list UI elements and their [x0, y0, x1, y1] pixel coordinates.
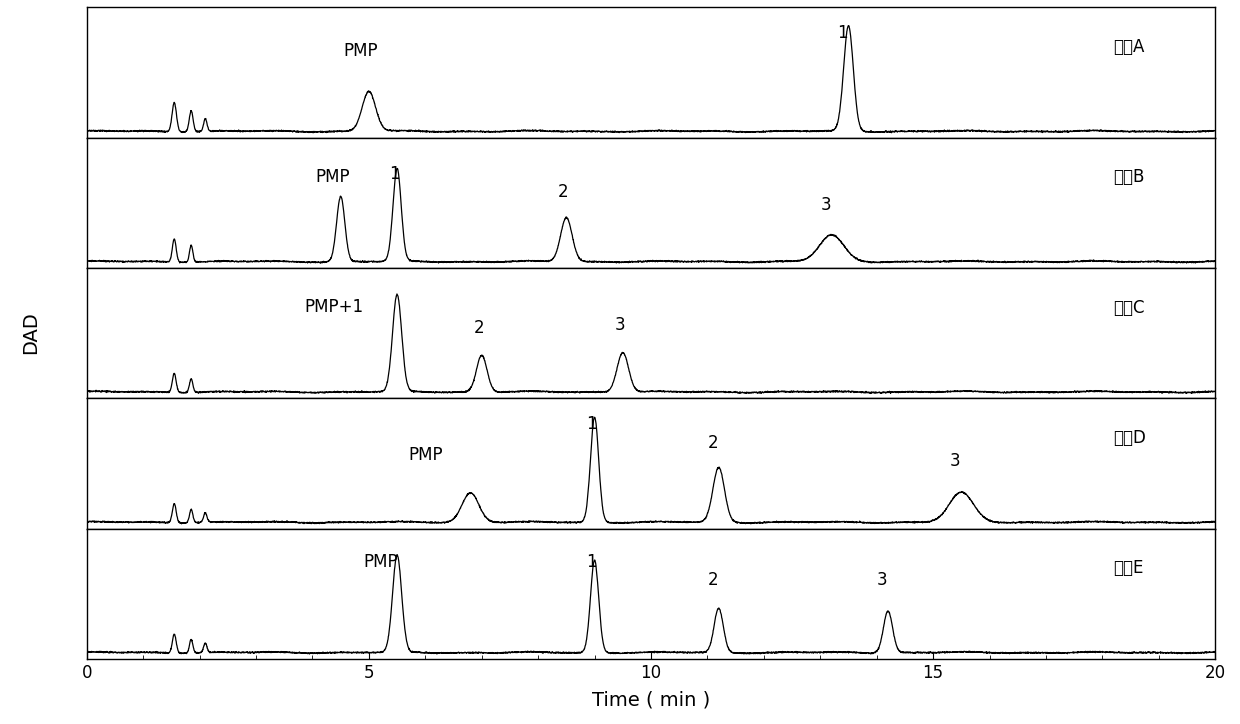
Text: PMP: PMP	[315, 168, 350, 186]
Text: PMP+1: PMP+1	[304, 298, 363, 316]
Text: DAD: DAD	[21, 311, 41, 355]
Text: 梯度D: 梯度D	[1114, 429, 1147, 447]
Text: 3: 3	[950, 452, 961, 470]
Text: 梯度E: 梯度E	[1114, 560, 1145, 578]
Text: 3: 3	[877, 571, 888, 589]
Text: 1: 1	[587, 415, 596, 433]
Text: 1: 1	[837, 24, 848, 42]
Text: 2: 2	[707, 571, 718, 589]
Text: 梯度C: 梯度C	[1114, 299, 1146, 317]
Text: PMP: PMP	[363, 552, 398, 571]
Text: 2: 2	[558, 182, 568, 201]
Text: 3: 3	[614, 316, 625, 334]
X-axis label: Time ( min ): Time ( min )	[591, 690, 711, 709]
Text: PMP: PMP	[408, 447, 443, 464]
Text: 1: 1	[587, 552, 596, 571]
Text: 2: 2	[474, 319, 484, 337]
Text: 梯度B: 梯度B	[1114, 169, 1145, 187]
Text: PMP: PMP	[343, 42, 378, 60]
Text: 3: 3	[821, 196, 831, 214]
Text: 梯度A: 梯度A	[1114, 38, 1145, 56]
Text: 2: 2	[707, 434, 718, 452]
Text: 1: 1	[388, 165, 399, 182]
